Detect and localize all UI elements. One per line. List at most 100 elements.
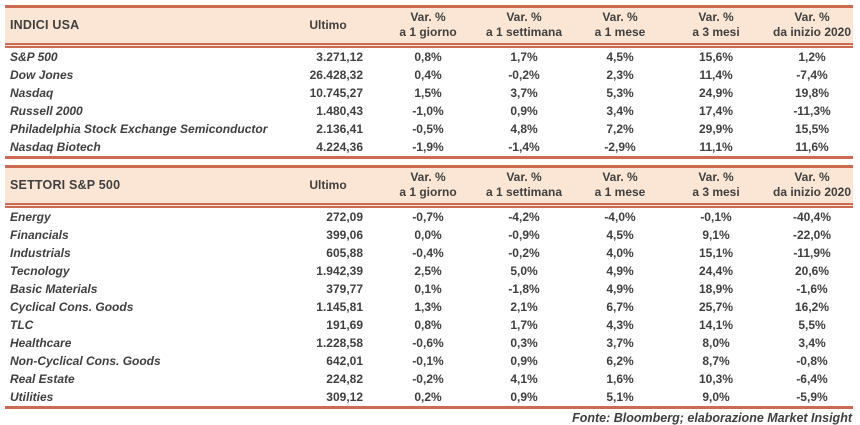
var-1-giorno-value: -0,4% <box>412 246 444 260</box>
row-label: Non-Cyclical Cons. Goods <box>10 354 161 368</box>
var-1-giorno-value: -1,0% <box>412 104 444 118</box>
var-inizio-2020-value: -11,9% <box>793 246 831 260</box>
var-1-mese-value: -4,0% <box>604 210 636 224</box>
var-inizio-2020-value: -22,0% <box>792 228 832 242</box>
var-1-mese-value: 3,4% <box>606 104 634 118</box>
var-1-mese-value: 7,2% <box>606 122 634 136</box>
column-header-ultimo: Ultimo <box>293 6 373 48</box>
var-pct-label: Var. % <box>602 10 638 24</box>
var-1-settimana-value: -1,4% <box>508 140 540 154</box>
var-pct-label: Var. % <box>698 170 734 184</box>
var-1-mese-value: 1,6% <box>606 372 634 386</box>
var-1-giorno-value: 0,1% <box>414 282 442 296</box>
var-inizio-2020-value: -11,3% <box>793 104 831 118</box>
column-header-var-1-giorno: Var. % a 1 giorno <box>373 166 469 208</box>
var-1-settimana-value: -4,2% <box>508 210 540 224</box>
var-1-settimana-value: 4,8% <box>510 122 538 136</box>
var-3-mesi-value: 18,9% <box>698 282 734 296</box>
table-row: S&P 500 3.271,12 0,8% 1,7% 4,5% 15,6% 1,… <box>5 46 853 67</box>
var-1-giorno-value: 0,8% <box>414 318 442 332</box>
var-1-giorno-value: 0,0% <box>414 228 442 242</box>
var-1-giorno-value: -0,2% <box>412 372 444 386</box>
var-3-mesi-value: 25,7% <box>698 300 734 314</box>
var-1-giorno-value: 1,5% <box>414 86 442 100</box>
ultimo-value: 1.228,58 <box>316 336 363 350</box>
table-row: TLC 191,69 0,8% 1,7% 4,3% 14,1% 5,5% <box>5 316 853 334</box>
ultimo-value: 272,09 <box>326 210 363 224</box>
row-label: TLC <box>10 318 34 332</box>
period-label-1-settimana: a 1 settimana <box>485 25 563 39</box>
var-1-mese-value: -2,9% <box>604 140 636 154</box>
period-label-1-mese: a 1 mese <box>594 185 646 199</box>
table-title-indici-usa: INDICI USA <box>5 6 293 48</box>
var-1-mese-value: 4,9% <box>606 264 634 278</box>
column-header-var-1-settimana: Var. % a 1 settimana <box>469 6 565 48</box>
ultimo-value: 1.480,43 <box>316 104 363 118</box>
period-label-1-giorno: a 1 giorno <box>399 185 457 199</box>
var-1-settimana-value: -0,2% <box>508 246 540 260</box>
var-3-mesi-value: 15,1% <box>698 246 734 260</box>
settori-sp500-header-row: SETTORI S&P 500 Ultimo Var. % a 1 giorno… <box>5 166 853 208</box>
var-1-giorno-value: 1,3% <box>414 300 442 314</box>
row-label: Industrials <box>10 246 71 260</box>
var-3-mesi-value: 8,7% <box>702 354 730 368</box>
ultimo-value: 191,69 <box>326 318 363 332</box>
var-1-mese-value: 5,1% <box>606 390 634 404</box>
column-header-var-1-mese: Var. % a 1 mese <box>565 6 661 48</box>
var-inizio-2020-value: -5,9% <box>796 390 828 404</box>
var-1-mese-value: 5,3% <box>606 86 634 100</box>
var-1-settimana-value: -0,2% <box>508 68 540 82</box>
var-3-mesi-value: 11,4% <box>699 68 733 82</box>
var-inizio-2020-value: -1,6% <box>796 282 828 296</box>
var-inizio-2020-value: -40,4% <box>792 210 832 224</box>
var-1-mese-value: 6,2% <box>606 354 634 368</box>
indici-usa-table: INDICI USA Ultimo Var. % a 1 giorno Var.… <box>5 5 853 159</box>
var-pct-label: Var. % <box>506 10 542 24</box>
row-label: Financials <box>10 228 69 242</box>
var-1-mese-value: 4,5% <box>606 50 634 64</box>
table-row: Real Estate 224,82 -0,2% 4,1% 1,6% 10,3%… <box>5 370 853 388</box>
row-label: Utilities <box>10 390 54 404</box>
ultimo-value: 642,01 <box>326 354 363 368</box>
var-3-mesi-value: 15,6% <box>698 50 734 64</box>
column-header-ultimo: Ultimo <box>293 166 373 208</box>
var-3-mesi-value: 10,3% <box>698 372 734 386</box>
row-label: Nasdaq <box>10 86 54 100</box>
var-1-mese-value: 6,7% <box>606 300 634 314</box>
period-label-inizio-2020: da inizio 2020 <box>772 25 852 39</box>
var-inizio-2020-value: 19,8% <box>794 86 830 100</box>
var-1-giorno-value: 0,2% <box>414 390 442 404</box>
ultimo-value: 1.145,81 <box>316 300 363 314</box>
period-label-3-mesi: a 3 mesi <box>692 25 740 39</box>
indici-usa-rows: S&P 500 3.271,12 0,8% 1,7% 4,5% 15,6% 1,… <box>5 46 853 158</box>
column-header-var-1-mese: Var. % a 1 mese <box>565 166 661 208</box>
column-header-var-3-mesi: Var. % a 3 mesi <box>661 6 757 48</box>
table-row: Tecnology 1.942,39 2,5% 5,0% 4,9% 24,4% … <box>5 262 853 280</box>
var-1-giorno-value: 0,8% <box>414 50 442 64</box>
row-label: Nasdaq Biotech <box>10 140 101 154</box>
period-label-1-settimana: a 1 settimana <box>485 185 563 199</box>
var-1-settimana-value: 0,3% <box>510 336 538 350</box>
var-1-settimana-value: 0,9% <box>510 354 538 368</box>
row-label: Real Estate <box>10 372 75 386</box>
period-label-1-giorno: a 1 giorno <box>399 25 457 39</box>
var-3-mesi-value: 9,1% <box>702 228 730 242</box>
var-3-mesi-value: 24,4% <box>698 264 734 278</box>
period-label-inizio-2020: da inizio 2020 <box>772 185 852 199</box>
var-pct-label: Var. % <box>698 10 734 24</box>
ultimo-value: 379,77 <box>326 282 363 296</box>
var-1-settimana-value: 0,9% <box>510 390 538 404</box>
var-3-mesi-value: 8,0% <box>702 336 730 350</box>
var-1-giorno-value: -0,6% <box>412 336 444 350</box>
table-row: Russell 2000 1.480,43 -1,0% 0,9% 3,4% 17… <box>5 102 853 120</box>
ultimo-value: 3.271,12 <box>316 50 363 64</box>
var-3-mesi-value: -0,1% <box>700 210 732 224</box>
ultimo-value: 1.942,39 <box>316 264 363 278</box>
var-inizio-2020-value: 1,2% <box>798 50 826 64</box>
source-note: Fonte: Bloomberg; elaborazione Market In… <box>572 411 852 425</box>
var-inizio-2020-value: 15,5% <box>794 122 830 136</box>
var-1-settimana-value: 5,0% <box>510 264 538 278</box>
table-row: Dow Jones 26.428,32 0,4% -0,2% 2,3% 11,4… <box>5 66 853 84</box>
var-1-mese-value: 4,3% <box>606 318 634 332</box>
